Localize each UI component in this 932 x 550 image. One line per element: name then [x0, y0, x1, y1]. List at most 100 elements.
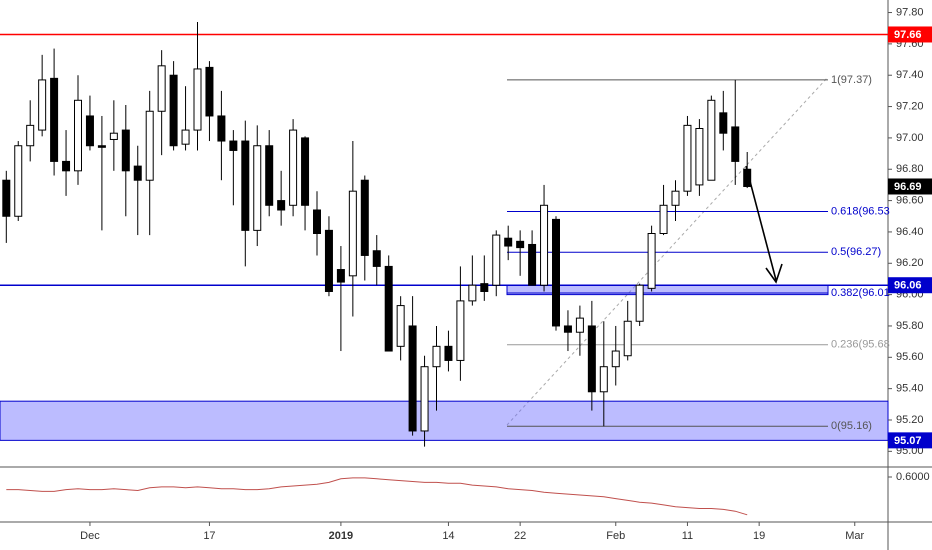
candle-body	[253, 145, 262, 231]
candle-body	[348, 190, 357, 277]
candle-body	[336, 269, 345, 283]
candle-body	[444, 345, 453, 361]
y-tick-label: 96.80	[896, 163, 924, 175]
candle-body	[707, 99, 716, 181]
candle-body	[301, 137, 310, 206]
candle-body	[14, 145, 23, 217]
fib-trend-line	[506, 76, 829, 426]
candle-body	[193, 68, 202, 131]
candle-body	[217, 115, 226, 142]
candle-body	[420, 366, 429, 432]
candle-body	[157, 65, 166, 112]
fib-label: 0.5(96.27)	[831, 246, 881, 258]
candle-body	[360, 179, 369, 256]
marks: 1(97.37) 0.618(96.53 0.5(96.27) 0.382(96.01…	[0, 21, 890, 516]
candle-body	[109, 132, 118, 140]
candle-body	[432, 345, 441, 368]
y-tick-label: 97.00	[896, 132, 924, 144]
fib-label: 0.236(95.68	[831, 339, 890, 351]
candle-body	[540, 204, 549, 286]
arrow-head	[765, 263, 783, 284]
candle-body	[635, 284, 644, 322]
candle-body	[492, 234, 501, 286]
x-tick-label: 2019	[329, 530, 353, 542]
candle-body	[277, 200, 286, 211]
candle-body	[599, 366, 608, 393]
candle-body	[181, 129, 190, 145]
x-tick-label: Feb	[606, 530, 625, 542]
candle-body	[74, 99, 82, 172]
y-tick-label: 97.40	[896, 69, 924, 81]
fib-label: 0(95.16)	[831, 420, 872, 432]
candle-body	[38, 79, 47, 131]
candle-body	[145, 110, 154, 181]
candle-body	[324, 229, 333, 292]
price-badge	[888, 178, 932, 195]
candle-body	[169, 74, 178, 147]
x-tick-label: 14	[442, 530, 454, 542]
candle-body	[647, 233, 656, 289]
candle-body	[671, 190, 680, 206]
y-tick-label: 97.80	[896, 6, 924, 18]
price-badge	[888, 432, 932, 449]
y-tick-label: 96.40	[896, 226, 924, 238]
axes: 95.0095.2095.4095.6095.8096.0096.2096.40…	[80, 6, 932, 542]
candle-body	[384, 265, 393, 352]
candle-body	[97, 145, 106, 148]
zone	[0, 400, 889, 441]
y-tick-label: 95.80	[896, 320, 924, 332]
x-tick-label: 11	[682, 530, 693, 542]
candle-body	[468, 284, 477, 302]
candle-body	[396, 305, 405, 347]
y-tick-label: 96.60	[896, 194, 924, 206]
candle-body	[587, 325, 596, 393]
y-tick-label: 95.20	[896, 414, 924, 426]
candle-body	[575, 317, 584, 333]
candle-body	[456, 300, 465, 361]
candle-body	[50, 77, 59, 162]
candle-body	[85, 115, 94, 147]
candle-body	[372, 250, 381, 267]
candle-body	[313, 209, 321, 234]
price-badge-label: 96.06	[894, 280, 922, 292]
candle-body	[408, 325, 417, 432]
x-tick-label: 17	[203, 530, 215, 542]
y-tick-label: 95.40	[896, 383, 924, 395]
candle-body	[516, 240, 525, 249]
indicator-line	[6, 477, 748, 516]
y-tick-label: 97.20	[896, 100, 924, 112]
candle-body	[2, 179, 11, 217]
price-badge	[888, 277, 932, 294]
candle-body	[623, 320, 632, 357]
indicator-tick-label: 0.6000	[896, 471, 930, 483]
candle-body	[719, 112, 728, 134]
candle-body	[504, 237, 513, 247]
candle-body	[241, 140, 250, 231]
x-tick-label: 22	[514, 530, 526, 542]
candle-body	[552, 218, 560, 327]
candle-body	[480, 283, 489, 292]
candle-body	[563, 325, 572, 333]
candle-body	[659, 204, 668, 234]
candle-body	[121, 129, 130, 172]
y-tick-label: 96.20	[896, 257, 924, 269]
candle-body	[62, 160, 71, 172]
fib-label: 1(97.37)	[831, 74, 872, 86]
candle-body	[289, 129, 298, 206]
arrow-shaft	[745, 165, 777, 281]
candle-body	[205, 66, 214, 117]
candle-body	[731, 126, 740, 162]
fib-label: 0.382(96.01	[831, 287, 890, 299]
price-badge-label: 96.69	[894, 181, 922, 193]
fib-label: 0.618(96.53	[831, 205, 890, 217]
y-tick-label: 95.60	[896, 351, 924, 363]
price-badge	[888, 26, 932, 43]
candle-body	[133, 165, 142, 181]
candle-body	[229, 140, 238, 151]
candle-body	[265, 145, 274, 206]
candle-body	[528, 243, 537, 286]
price-badge-label: 97.66	[894, 29, 922, 41]
price-badge-label: 95.07	[894, 435, 922, 447]
